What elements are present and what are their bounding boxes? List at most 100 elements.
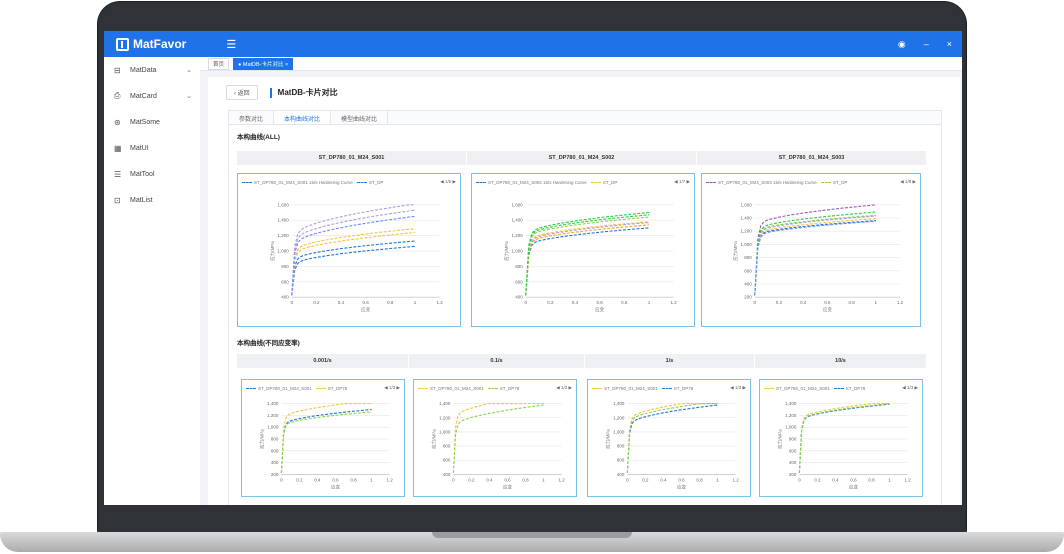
- y-tick-label: 600: [271, 448, 279, 453]
- series-line[interactable]: [754, 218, 876, 296]
- main-content: ‹ 返回 MatDB-卡片对比 参数对比 本构曲线对比 模型曲线对比 本构曲线(…: [208, 77, 960, 505]
- next-page-icon[interactable]: ▶: [913, 385, 918, 390]
- x-tick-label: 1: [875, 300, 878, 305]
- sidebar-item-matdata[interactable]: ⊟ MatData ⌄: [104, 57, 200, 83]
- app-logo[interactable]: MatFavor: [116, 37, 186, 51]
- legend-item[interactable]: ST_DP: [820, 180, 847, 185]
- legend-pager[interactable]: ◀ 1/3 ▶: [730, 385, 746, 391]
- legend-item[interactable]: ST_DP780_01_M24_S001: [592, 386, 658, 391]
- legend-label: ST_DP780_01_M24_S001: [430, 385, 484, 391]
- sidebar-item-matui[interactable]: ▦ MatUI: [104, 135, 200, 161]
- series-line[interactable]: [798, 403, 890, 474]
- series-line[interactable]: [280, 411, 372, 474]
- series-line[interactable]: [754, 215, 876, 296]
- y-tick-label: 400: [515, 295, 523, 300]
- prev-page-icon[interactable]: ◀: [900, 179, 906, 184]
- series-line[interactable]: [291, 204, 415, 296]
- series-line[interactable]: [525, 227, 650, 296]
- prev-page-icon[interactable]: ◀: [556, 385, 562, 390]
- legend-pager[interactable]: ◀ 1/3 ▶: [902, 385, 918, 391]
- tab-home[interactable]: 首页: [208, 57, 230, 70]
- tab-matdb-compare[interactable]: ● MatDB-卡片对比 ×: [233, 57, 294, 70]
- series-line[interactable]: [452, 403, 544, 474]
- sidebar-item-matsome[interactable]: ⊛ MatSome: [104, 109, 200, 135]
- close-button[interactable]: ×: [946, 38, 952, 49]
- legend-item[interactable]: ST_DP780_01_M24_S001: [764, 386, 830, 391]
- legend-pager[interactable]: ◀ 1/7 ▶: [674, 179, 690, 185]
- series-line[interactable]: [626, 403, 718, 474]
- series-line[interactable]: [291, 240, 416, 296]
- prev-page-icon[interactable]: ◀: [902, 385, 908, 390]
- series-line[interactable]: [525, 211, 650, 296]
- minimize-button[interactable]: –: [923, 38, 929, 49]
- chart-title-1: ST_DP780_01_M24_S001: [237, 151, 467, 165]
- x-axis-label: 应变: [503, 483, 512, 490]
- pager-text: 1/8: [905, 179, 912, 184]
- series-line[interactable]: [754, 211, 876, 296]
- tab-model-compare[interactable]: 模型曲线对比: [331, 111, 389, 124]
- series-line[interactable]: [525, 224, 650, 296]
- tab-curve-compare[interactable]: 本构曲线对比: [274, 111, 332, 124]
- legend-item[interactable]: ST_DP78: [315, 386, 347, 391]
- legend-item[interactable]: ST_DP78: [833, 386, 865, 391]
- prev-page-icon[interactable]: ◀: [674, 179, 680, 184]
- series-line[interactable]: [291, 215, 416, 296]
- tab-param-compare[interactable]: 参数对比: [229, 111, 275, 124]
- condition-01: 0.1/s: [409, 354, 585, 368]
- series-line[interactable]: [280, 408, 372, 474]
- legend-item[interactable]: ST_DP: [356, 180, 383, 185]
- series-line[interactable]: [525, 221, 650, 296]
- series-line[interactable]: [626, 404, 718, 474]
- sidebar-item-mattool[interactable]: ☰ MatTool: [104, 161, 200, 187]
- series-line[interactable]: [525, 216, 650, 296]
- legend-item[interactable]: ST_DP78: [487, 386, 519, 391]
- next-page-icon[interactable]: ▶: [741, 385, 746, 390]
- legend-item[interactable]: ST_DP780_01_M24_S001: [418, 386, 484, 391]
- sidebar-item-icon: ⊡: [114, 195, 121, 205]
- legend-item[interactable]: ST_DP780_01_M24_S001 15/s Hardening Curv…: [242, 180, 353, 185]
- legend-item[interactable]: ST_DP780_01_M24_S001: [246, 386, 312, 391]
- next-page-icon[interactable]: ▶: [685, 179, 690, 184]
- series-line[interactable]: [452, 404, 544, 474]
- y-tick-label: 1,000: [785, 425, 797, 430]
- series-line[interactable]: [754, 204, 876, 296]
- next-page-icon[interactable]: ▶: [911, 179, 916, 184]
- sidebar-item-matcard[interactable]: ⎙ MatCard ⌄: [104, 83, 200, 109]
- series-line[interactable]: [280, 403, 372, 474]
- series-line[interactable]: [798, 403, 890, 474]
- prev-page-icon[interactable]: ◀: [730, 385, 736, 390]
- series-line[interactable]: [626, 403, 718, 474]
- x-tick-label: 0.4: [314, 477, 321, 482]
- chart-title-2: ST_DP780_01_M24_S002: [467, 151, 697, 165]
- next-page-icon[interactable]: ▶: [395, 385, 400, 390]
- legend-item[interactable]: ST_DP: [590, 180, 617, 185]
- next-page-icon[interactable]: ▶: [567, 385, 572, 390]
- next-page-icon[interactable]: ▶: [451, 179, 456, 184]
- legend-pager[interactable]: ◀ 1/8 ▶: [900, 179, 916, 185]
- x-tick-label: 0.8: [350, 477, 357, 482]
- prev-page-icon[interactable]: ◀: [440, 179, 446, 184]
- chart-legend: ST_DP780_01_M24_S001 ST_DP78 ◀ 1/3 ▶: [764, 384, 918, 392]
- legend-pager[interactable]: ◀ 1/5 ▶: [440, 179, 456, 185]
- back-button[interactable]: ‹ 返回: [226, 85, 258, 100]
- series-line[interactable]: [291, 231, 416, 296]
- x-tick-label: 0.4: [800, 300, 807, 305]
- user-icon[interactable]: ◉: [897, 38, 906, 49]
- legend-pager[interactable]: ◀ 1/2 ▶: [556, 385, 572, 391]
- prev-page-icon[interactable]: ◀: [384, 385, 390, 390]
- legend-item[interactable]: ST_DP78: [661, 386, 693, 391]
- legend-label: ST_DP780_01_M24_S001: [258, 385, 312, 391]
- series-line[interactable]: [291, 228, 416, 296]
- menu-toggle-icon[interactable]: ☰: [226, 38, 237, 51]
- series-line[interactable]: [754, 220, 876, 296]
- legend-item[interactable]: ST_DP780_01_M24_S003 15/s Hardening Curv…: [706, 180, 817, 185]
- series-line[interactable]: [291, 245, 416, 296]
- sidebar-item-matlist[interactable]: ⊡ MatList: [104, 187, 200, 213]
- series-line[interactable]: [291, 209, 416, 296]
- series-line[interactable]: [525, 214, 650, 296]
- legend-item[interactable]: ST_DP780_01_M24_S002 15/s Hardening Curv…: [476, 180, 587, 185]
- legend-pager[interactable]: ◀ 1/3 ▶: [384, 385, 400, 391]
- chart-card: ST_DP780_01_M24_S001 ST_DP78 ◀ 1/3 ▶ 1,400 1…: [587, 379, 751, 497]
- y-tick-label: 200: [744, 295, 752, 300]
- series-line[interactable]: [525, 221, 650, 296]
